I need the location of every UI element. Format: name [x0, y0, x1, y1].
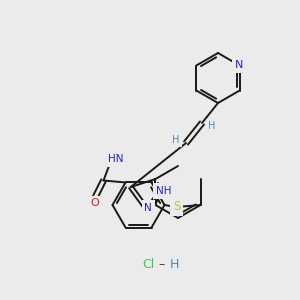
Text: H: H	[172, 135, 180, 145]
Text: –: –	[159, 259, 165, 272]
Text: H: H	[208, 121, 216, 131]
Text: N: N	[235, 61, 243, 70]
Text: S: S	[173, 200, 180, 214]
Text: NH: NH	[156, 186, 171, 196]
Text: H: H	[169, 259, 179, 272]
Text: Cl: Cl	[142, 259, 154, 272]
Text: O: O	[90, 199, 99, 208]
Text: HN: HN	[108, 154, 123, 164]
Text: N: N	[144, 203, 152, 213]
